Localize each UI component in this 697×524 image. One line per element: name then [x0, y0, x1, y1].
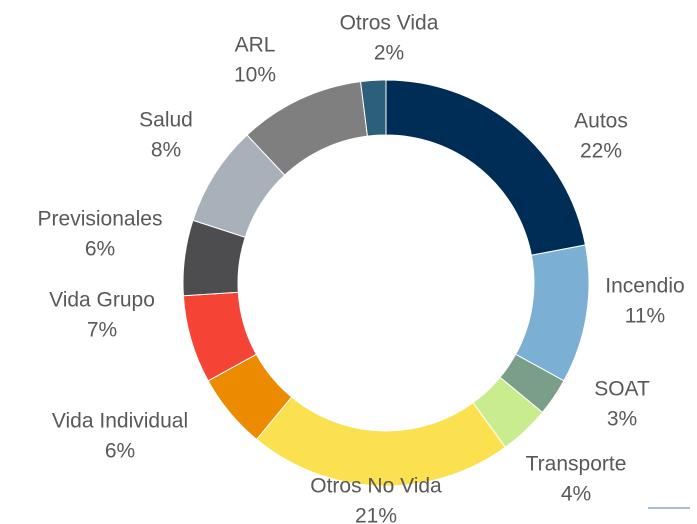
slice-label: Transporte	[526, 453, 627, 476]
slice-label: Incendio	[605, 275, 684, 298]
slice-label: Otros No Vida	[310, 475, 442, 498]
value-label: 6%	[105, 440, 135, 463]
value-label: 11%	[625, 305, 665, 328]
slice-label: SOAT	[594, 378, 650, 401]
slice-label: ARL	[235, 34, 276, 57]
value-label: 2%	[374, 42, 404, 65]
donut-slice	[385, 79, 586, 256]
value-label: 7%	[87, 319, 117, 342]
slice-label: Autos	[574, 110, 628, 133]
slice-label: Vida Individual	[52, 410, 188, 433]
slice-label: Salud	[139, 109, 193, 132]
donut-slice	[255, 396, 507, 487]
slice-label: Vida Grupo	[49, 289, 155, 312]
value-label: 8%	[151, 139, 181, 162]
value-label: 3%	[607, 408, 637, 431]
value-label: 10%	[234, 64, 276, 87]
value-label: 4%	[561, 483, 591, 506]
value-label: 6%	[85, 238, 115, 261]
value-label: 21%	[355, 505, 397, 524]
donut-slice	[359, 79, 387, 137]
slice-label: Previsionales	[38, 208, 163, 231]
slice-label: Otros Vida	[340, 12, 439, 35]
value-label: 22%	[580, 140, 622, 163]
